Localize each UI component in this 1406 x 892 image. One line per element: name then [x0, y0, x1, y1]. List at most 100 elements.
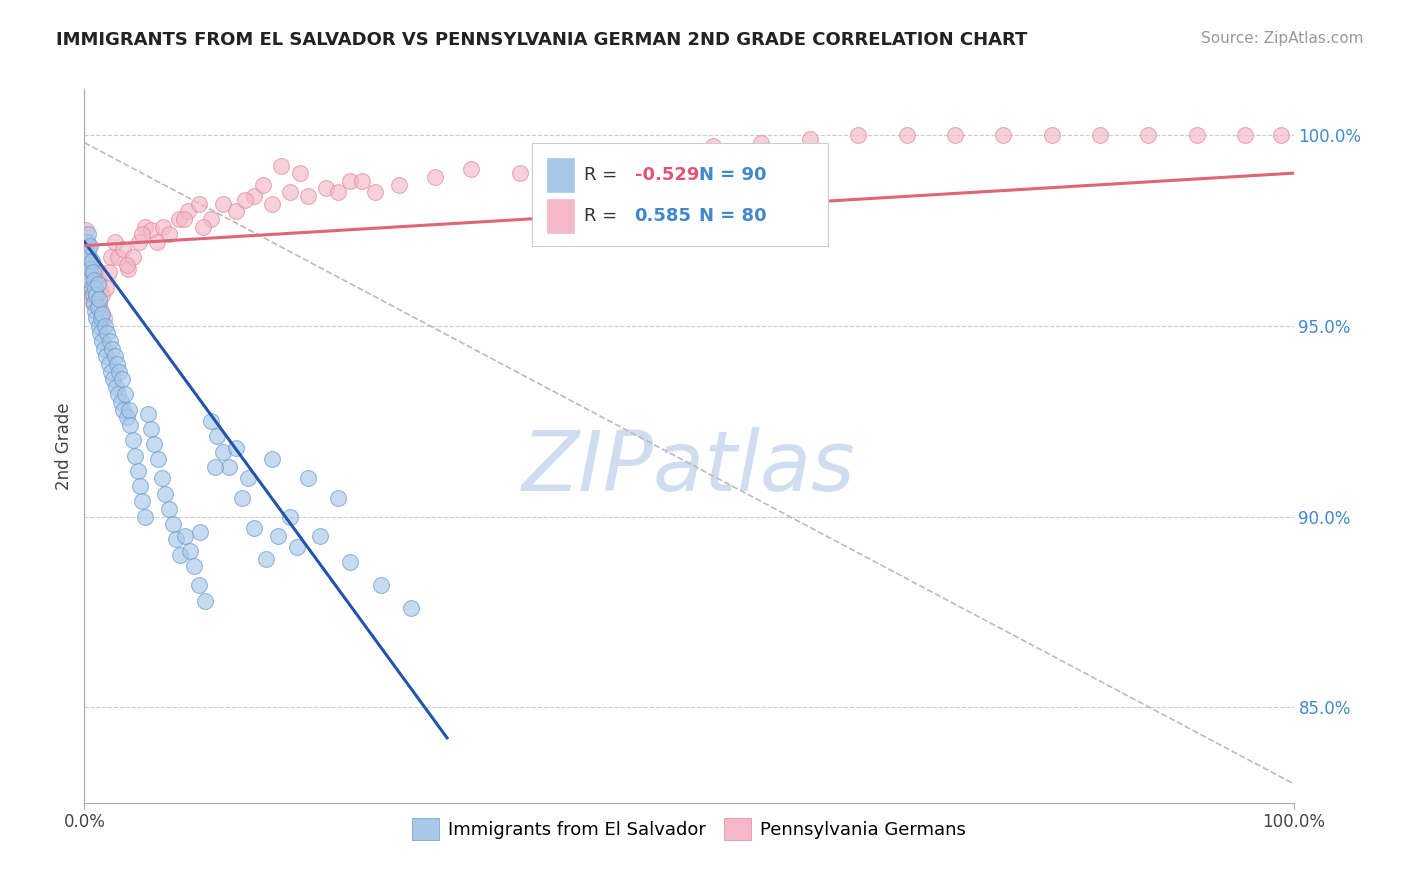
- Point: [146, 452, 169, 467]
- Point: [82, 273, 104, 287]
- Point: [363, 186, 385, 200]
- Point: [278, 186, 301, 200]
- Point: [143, 437, 166, 451]
- Point: [105, 357, 128, 371]
- Point: [93, 342, 115, 356]
- Point: [297, 471, 319, 485]
- Point: [288, 166, 311, 180]
- Text: 0.585: 0.585: [634, 207, 692, 225]
- Point: [90, 311, 112, 326]
- Point: [76, 235, 98, 249]
- Point: [79, 238, 101, 252]
- Point: [173, 529, 195, 543]
- Point: [107, 250, 129, 264]
- Point: [89, 280, 111, 294]
- Point: [1088, 128, 1111, 142]
- Point: [121, 250, 143, 264]
- Point: [77, 265, 100, 279]
- Point: [77, 243, 100, 257]
- Point: [138, 407, 160, 421]
- Point: [212, 444, 235, 458]
- Point: [97, 357, 120, 371]
- Point: [114, 387, 136, 401]
- Point: [328, 186, 350, 200]
- Point: [460, 162, 482, 177]
- Text: Source: ZipAtlas.com: Source: ZipAtlas.com: [1201, 31, 1364, 46]
- Point: [236, 471, 259, 485]
- Point: [129, 479, 152, 493]
- Point: [139, 422, 162, 436]
- Point: [139, 223, 162, 237]
- Point: [86, 300, 108, 314]
- Text: IMMIGRANTS FROM EL SALVADOR VS PENNSYLVANIA GERMAN 2ND GRADE CORRELATION CHART: IMMIGRANTS FROM EL SALVADOR VS PENNSYLVA…: [56, 31, 1028, 49]
- Point: [94, 280, 117, 294]
- Point: [83, 273, 105, 287]
- Point: [278, 509, 301, 524]
- Point: [896, 128, 918, 142]
- Point: [76, 258, 98, 272]
- Point: [87, 292, 110, 306]
- Point: [173, 211, 195, 226]
- Point: [90, 303, 112, 318]
- Point: [83, 296, 105, 310]
- Point: [150, 471, 173, 485]
- Point: [1234, 128, 1257, 142]
- Point: [124, 449, 146, 463]
- Point: [165, 533, 187, 547]
- Point: [89, 326, 111, 341]
- Point: [103, 372, 125, 386]
- Point: [352, 174, 374, 188]
- FancyBboxPatch shape: [531, 143, 828, 246]
- Point: [108, 365, 131, 379]
- Point: [157, 227, 180, 242]
- Point: [86, 277, 108, 291]
- Text: -0.529: -0.529: [634, 166, 699, 184]
- Point: [112, 402, 135, 417]
- Point: [183, 559, 205, 574]
- Point: [87, 318, 110, 333]
- Point: [112, 243, 135, 257]
- Point: [91, 288, 114, 302]
- Point: [77, 250, 100, 264]
- Point: [111, 372, 134, 386]
- Point: [104, 380, 127, 394]
- Y-axis label: 2nd Grade: 2nd Grade: [55, 402, 73, 490]
- Bar: [547, 199, 574, 233]
- Point: [80, 265, 103, 279]
- Text: ZIPatlas: ZIPatlas: [522, 427, 856, 508]
- Point: [315, 181, 337, 195]
- Point: [943, 128, 966, 142]
- Point: [167, 211, 190, 226]
- Point: [100, 365, 122, 379]
- Text: R =: R =: [583, 166, 623, 184]
- Point: [267, 529, 290, 543]
- Point: [1270, 128, 1292, 142]
- Point: [118, 402, 141, 417]
- Point: [1137, 128, 1160, 142]
- Point: [115, 410, 138, 425]
- Point: [86, 273, 108, 287]
- Point: [77, 250, 100, 264]
- Point: [82, 288, 104, 302]
- Point: [77, 273, 100, 287]
- Point: [157, 502, 180, 516]
- Point: [80, 288, 103, 302]
- Point: [225, 204, 247, 219]
- Point: [120, 417, 142, 432]
- Point: [751, 136, 773, 150]
- Point: [252, 178, 274, 192]
- Point: [297, 189, 319, 203]
- Point: [179, 544, 201, 558]
- Point: [79, 261, 101, 276]
- Point: [134, 509, 156, 524]
- Point: [100, 250, 122, 264]
- Point: [309, 529, 332, 543]
- Point: [370, 578, 392, 592]
- Bar: [547, 158, 574, 193]
- Point: [75, 223, 97, 237]
- Point: [128, 235, 150, 249]
- Text: R =: R =: [583, 207, 623, 225]
- Point: [846, 128, 869, 142]
- Point: [339, 555, 361, 569]
- Point: [423, 169, 446, 184]
